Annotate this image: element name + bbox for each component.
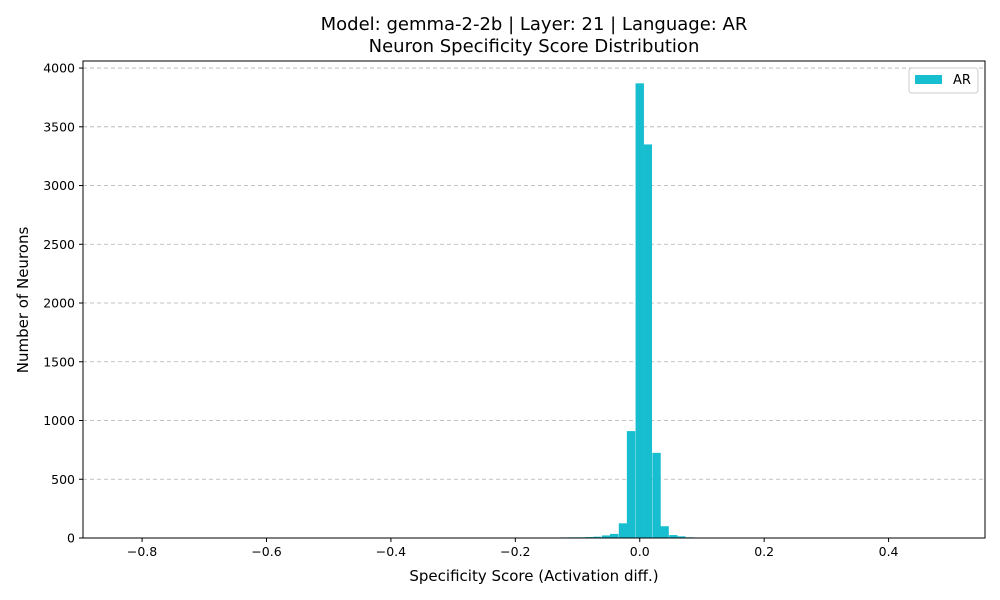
legend-box	[908, 67, 979, 94]
y-tick-label: 3500	[43, 119, 75, 134]
chart-title-line1: Model: gemma-2-2b | Layer: 21 | Language…	[321, 14, 748, 35]
legend-entry-ar: AR	[953, 73, 971, 88]
histogram-bars	[459, 83, 712, 538]
y-tick-label: 1500	[43, 354, 75, 369]
histogram-bar	[626, 431, 636, 538]
x-tick-label: −0.2	[500, 544, 530, 559]
x-tick-label: 0.0	[630, 544, 650, 559]
x-axis-label: Specificity Score (Activation diff.)	[409, 567, 658, 585]
histogram-bar	[677, 536, 686, 538]
x-tick-label: −0.4	[376, 544, 406, 559]
histogram-bar	[635, 83, 644, 538]
histogram-bar	[669, 535, 678, 538]
histogram-bar	[643, 144, 653, 538]
y-tick-label: 2000	[43, 296, 75, 311]
y-tick-label: 1000	[43, 413, 75, 428]
legend: AR	[908, 67, 979, 94]
histogram-bar	[610, 533, 619, 538]
y-tick-label: 2500	[43, 237, 75, 252]
y-gridlines	[83, 67, 985, 480]
histogram-bar	[618, 523, 628, 538]
x-tick-label: 0.4	[879, 544, 899, 559]
y-axis-ticks: 0 500 1000 1500 2000 2500 3000 3500 4000	[43, 61, 83, 546]
x-tick-label: −0.8	[127, 544, 157, 559]
y-tick-label: 4000	[43, 61, 75, 76]
y-axis-label: Number of Neurons	[14, 227, 32, 374]
chart-title-line2: Neuron Specificity Score Distribution	[369, 36, 700, 57]
x-tick-label: −0.6	[251, 544, 281, 559]
plot-frame	[82, 60, 986, 539]
y-tick-label: 500	[51, 472, 75, 487]
histogram-bar	[593, 536, 602, 538]
histogram-bar	[660, 526, 669, 538]
histogram-bar	[601, 535, 611, 538]
y-tick-label: 0	[67, 531, 75, 546]
x-tick-label: 0.2	[754, 544, 774, 559]
legend-swatch	[915, 75, 942, 84]
histogram-bar	[652, 452, 661, 538]
x-axis-ticks: −0.8 −0.6 −0.4 −0.2 0.0 0.2 0.4	[127, 538, 899, 559]
y-tick-label: 3000	[43, 178, 75, 193]
